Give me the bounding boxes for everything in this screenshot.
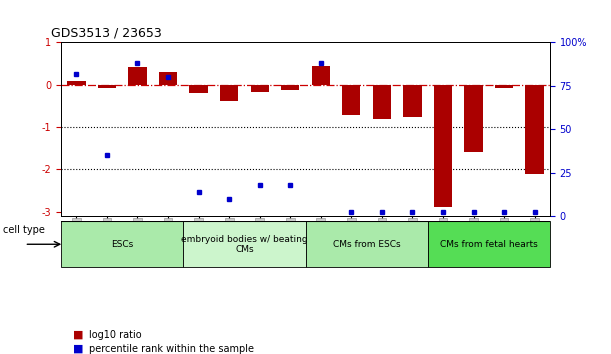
Text: ■: ■ bbox=[73, 330, 84, 339]
Bar bbox=[220, 85, 238, 101]
Text: GDS3513 / 23653: GDS3513 / 23653 bbox=[51, 27, 162, 40]
Text: ■: ■ bbox=[73, 344, 84, 354]
Text: log10 ratio: log10 ratio bbox=[89, 330, 141, 339]
Bar bbox=[306, 221, 428, 267]
Bar bbox=[67, 81, 86, 85]
Bar bbox=[525, 85, 544, 173]
Bar bbox=[183, 221, 306, 267]
Text: embryoid bodies w/ beating
CMs: embryoid bodies w/ beating CMs bbox=[181, 235, 308, 254]
Bar bbox=[464, 85, 483, 153]
Bar bbox=[434, 85, 452, 207]
Bar bbox=[495, 85, 513, 88]
Text: ESCs: ESCs bbox=[111, 240, 133, 249]
Bar bbox=[403, 85, 422, 116]
Bar bbox=[159, 72, 177, 85]
Bar bbox=[189, 85, 208, 93]
Bar bbox=[251, 85, 269, 92]
Text: percentile rank within the sample: percentile rank within the sample bbox=[89, 344, 254, 354]
Bar bbox=[98, 85, 116, 88]
Bar bbox=[281, 85, 299, 90]
Bar bbox=[312, 66, 330, 85]
Text: CMs from fetal hearts: CMs from fetal hearts bbox=[440, 240, 538, 249]
Bar bbox=[342, 85, 360, 115]
Bar bbox=[373, 85, 391, 119]
Bar bbox=[128, 67, 147, 85]
Text: cell type: cell type bbox=[3, 225, 45, 235]
Text: CMs from ESCs: CMs from ESCs bbox=[333, 240, 400, 249]
Bar bbox=[428, 221, 550, 267]
Bar bbox=[61, 221, 183, 267]
